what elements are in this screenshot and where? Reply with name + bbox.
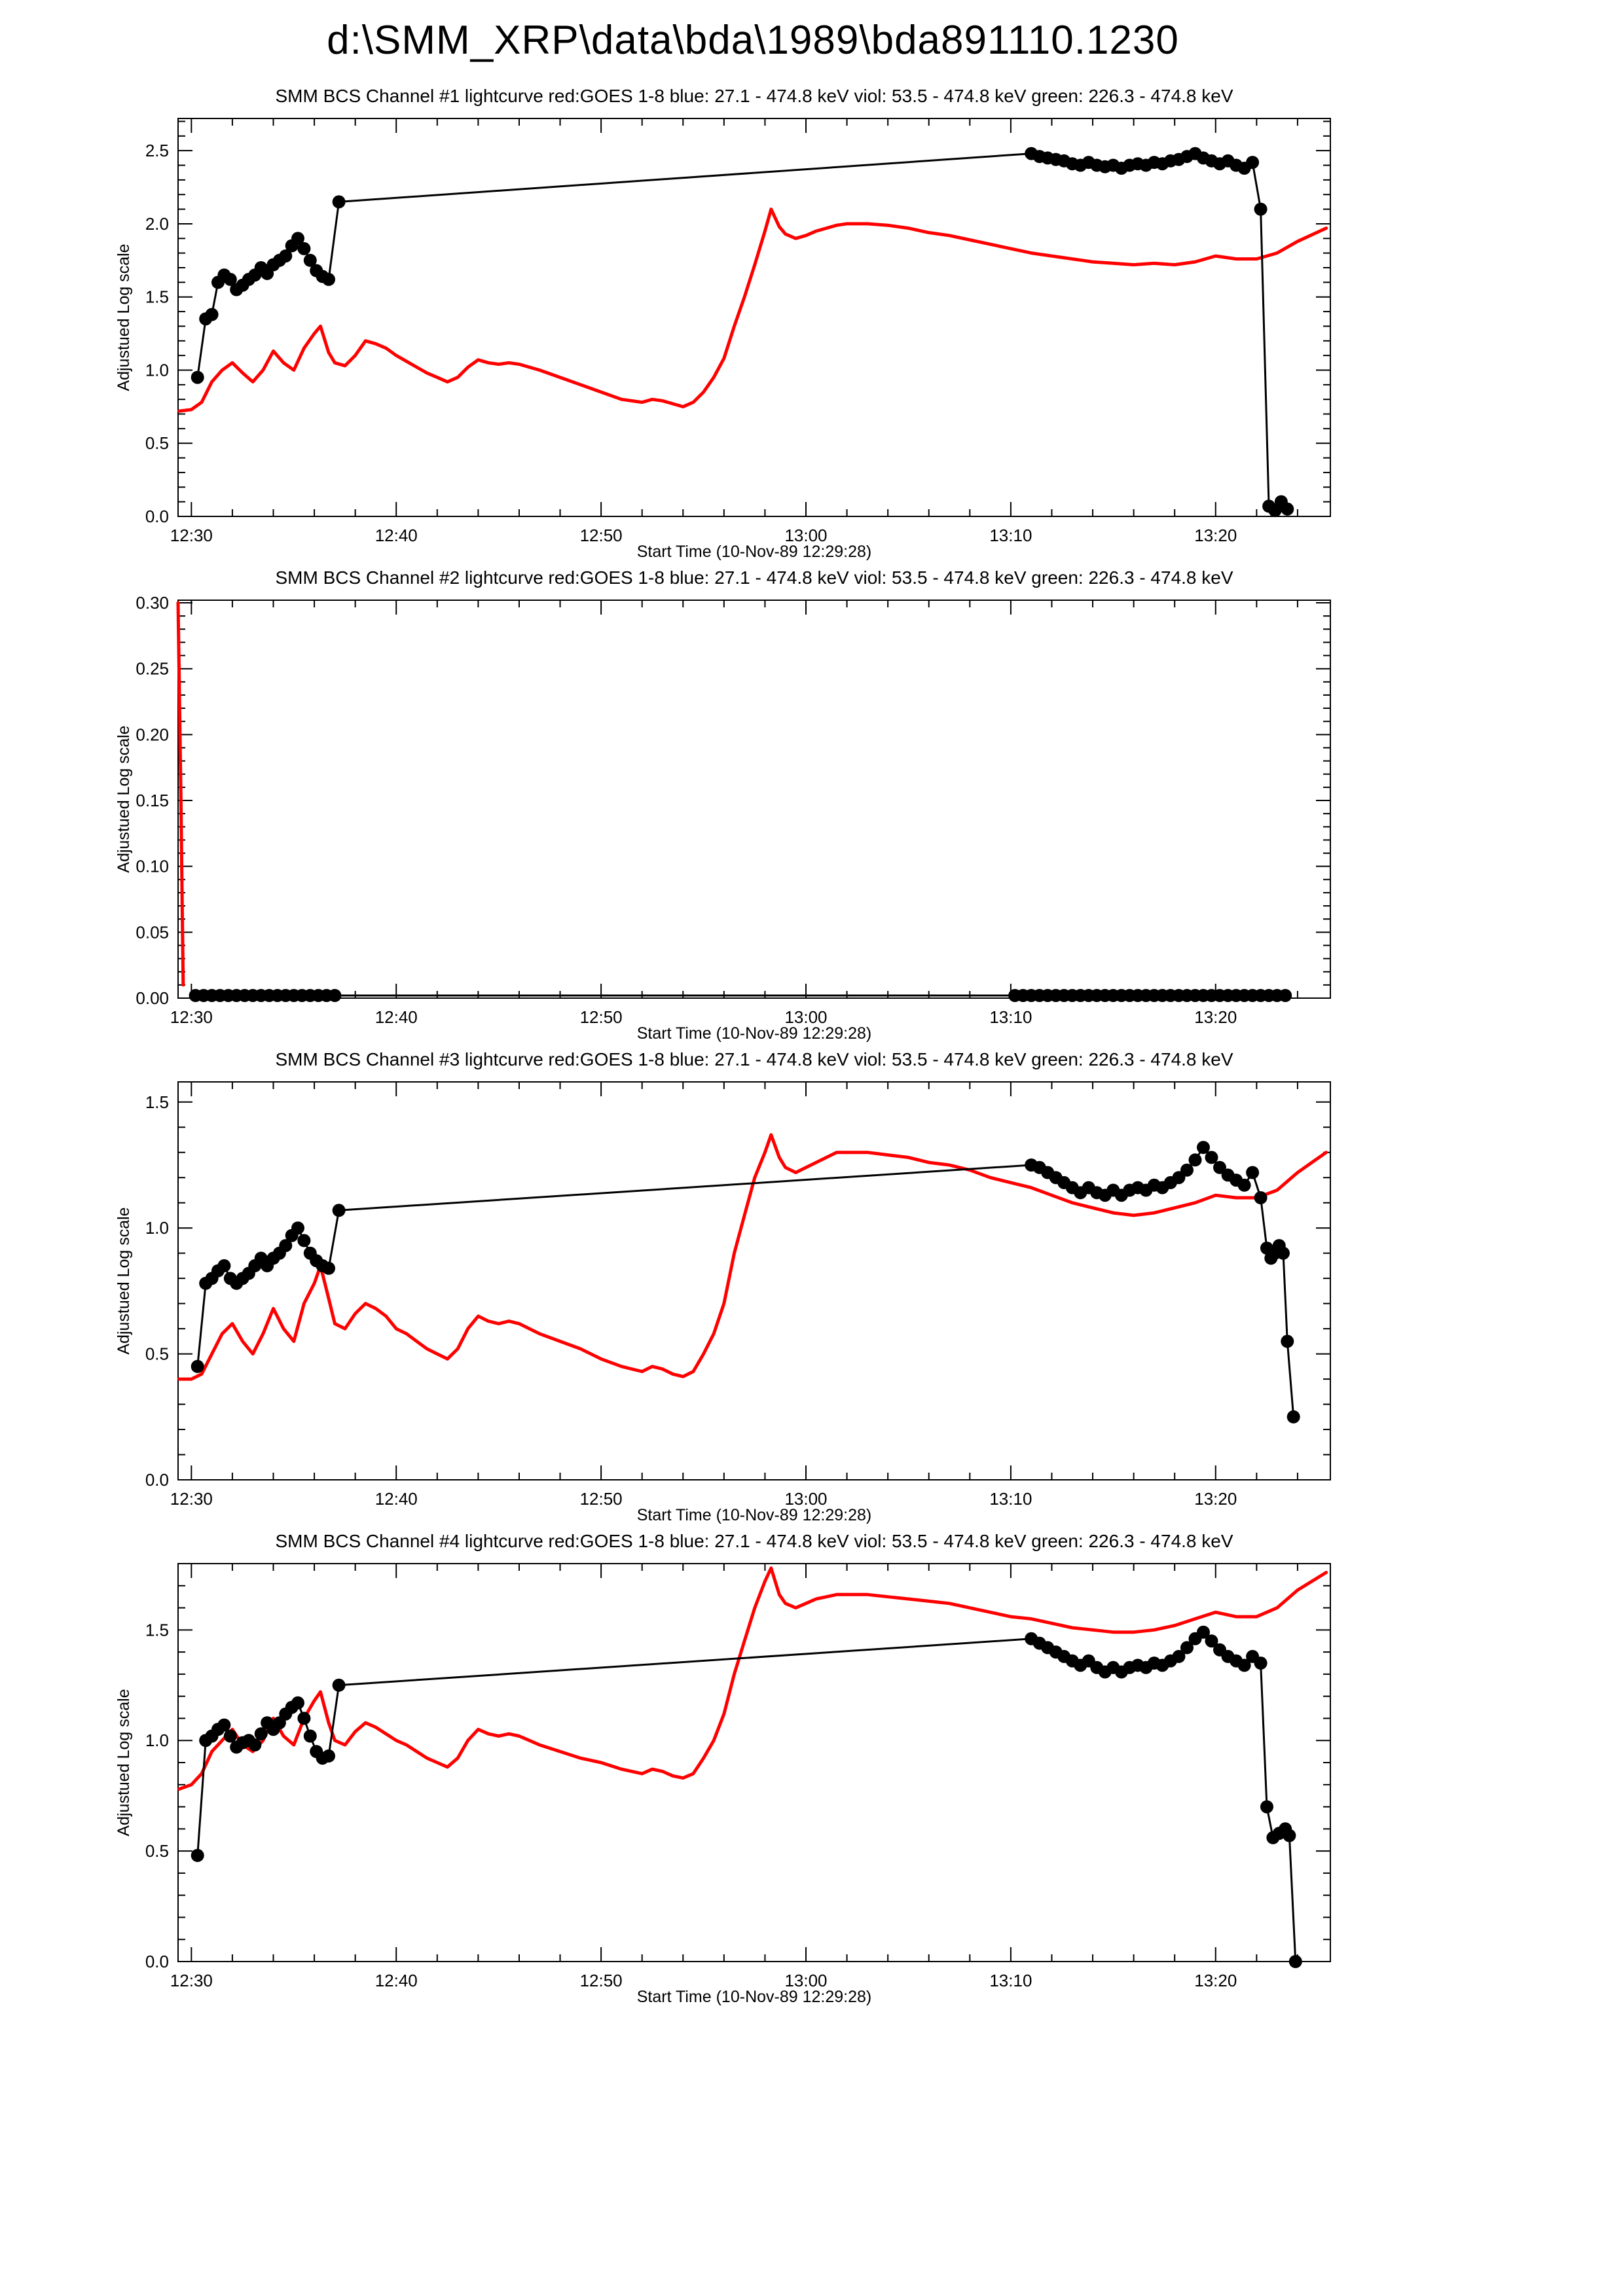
y-axis-minor-ticks — [178, 615, 1330, 986]
channel-4-title: SMM BCS Channel #4 lightcurve red:GOES 1… — [275, 1531, 1233, 1551]
page-title: d:\SMM_XRP\data\bda\1989\bda891110.1230 — [327, 18, 1179, 63]
channel-2-title: SMM BCS Channel #2 lightcurve red:GOES 1… — [275, 567, 1233, 588]
y-tick-label: 2.0 — [145, 214, 169, 234]
y-axis-title: Adjustued Log scale — [115, 725, 133, 872]
y-tick-label: 0.0 — [145, 1470, 169, 1490]
x-tick-label: 12:30 — [170, 526, 213, 545]
x-tick-label: 13:20 — [1194, 1971, 1237, 1990]
y-tick-label: 0.20 — [136, 725, 169, 744]
y-axis-ticks: 0.0 0.5 1.0 1.5 — [145, 1620, 1330, 1971]
y-tick-label: 1.5 — [145, 1620, 169, 1640]
y-tick-label: 0.0 — [145, 507, 169, 526]
y-tick-label: 0.5 — [145, 1344, 169, 1364]
channel-4-chart: 12:30 12:40 12:50 13:00 13:10 13:200.00.51.01… — [115, 1563, 1331, 2006]
x-axis-minor-ticks — [231, 118, 1298, 516]
channel-4-panel: SMM BCS Channel #4 lightcurve red:GOES 1… — [0, 1531, 1623, 2010]
y-tick-label: 0.25 — [136, 659, 169, 679]
x-tick-label: 13:20 — [1194, 526, 1237, 545]
x-tick-label: 12:30 — [170, 1007, 213, 1027]
axes: 12:30 12:40 12:50 13:00 13:10 13:200.00.51.01… — [145, 1563, 1331, 1990]
x-tick-label: 13:00 — [784, 1007, 827, 1027]
y-tick-label: 0.05 — [136, 922, 169, 942]
bcs-226-3-474-8-kev-series — [191, 1625, 1302, 1968]
x-axis-title: Start Time (10-Nov-89 12:29:28) — [637, 1506, 872, 1524]
y-tick-label: 2.5 — [145, 141, 169, 160]
y-tick-label: 0.15 — [136, 791, 169, 810]
y-tick-label: 1.0 — [145, 360, 169, 380]
y-tick-label: 1.5 — [145, 287, 169, 307]
bcs-27-1-474-8-kev-series — [189, 989, 1292, 1002]
goes-1-8-series — [176, 601, 185, 987]
y-axis-ticks: 0.0 0.5 1.0 1.5 — [145, 1092, 1330, 1490]
bcs-27-1-474-8-kev-series — [191, 147, 1294, 518]
y-tick-label: 1.5 — [145, 1092, 169, 1112]
x-axis-ticks: 12:30 12:40 12:50 13:00 13:10 13:20 — [170, 118, 1237, 545]
x-tick-label: 13:10 — [989, 1489, 1032, 1509]
x-tick-label: 12:40 — [375, 1007, 418, 1027]
x-tick-label: 13:00 — [784, 1971, 827, 1990]
y-tick-label: 0.00 — [136, 988, 169, 1008]
channel-1-panel: SMM BCS Channel #1 lightcurve red:GOES 1… — [0, 86, 1623, 565]
goes-1-8-series — [177, 207, 1328, 413]
goes-1-8-series — [177, 1566, 1328, 1791]
x-tick-label: 12:50 — [580, 1971, 623, 1990]
y-tick-label: 0.5 — [145, 1841, 169, 1861]
channel-1-chart: 12:30 12:40 12:50 13:00 13:10 13:200.00.51.01… — [115, 118, 1331, 561]
y-axis-title: Adjustued Log scale — [115, 1689, 133, 1836]
x-axis-ticks: 12:30 12:40 12:50 13:00 13:10 13:20 — [170, 1082, 1237, 1509]
y-axis-ticks: 0.00 0.05 0.10 0.15 0.20 0.25 0.30 — [136, 593, 1330, 1008]
y-tick-label: 0.30 — [136, 593, 169, 613]
x-axis-ticks: 12:30 12:40 12:50 13:00 13:10 13:20 — [170, 1564, 1237, 1990]
y-axis-title: Adjustued Log scale — [115, 243, 133, 391]
x-tick-label: 13:20 — [1194, 1007, 1237, 1027]
channel-3-title: SMM BCS Channel #3 lightcurve red:GOES 1… — [275, 1049, 1233, 1069]
x-axis-minor-ticks — [231, 1082, 1298, 1480]
y-tick-label: 0.5 — [145, 433, 169, 453]
axes: 12:30 12:40 12:50 13:00 13:10 13:200.000.050.… — [136, 593, 1331, 1027]
x-tick-label: 12:30 — [170, 1971, 213, 1990]
y-tick-label: 0.10 — [136, 857, 169, 876]
channel-1-title: SMM BCS Channel #1 lightcurve red:GOES 1… — [275, 86, 1233, 106]
channel-3-panel: SMM BCS Channel #3 lightcurve red:GOES 1… — [0, 1049, 1623, 1528]
x-tick-label: 13:00 — [784, 1489, 827, 1509]
x-tick-label: 12:50 — [580, 1489, 623, 1509]
axes: 12:30 12:40 12:50 13:00 13:10 13:200.00.51.01… — [145, 1081, 1331, 1509]
y-axis-ticks: 0.0 0.5 1.0 1.5 2.0 2.5 — [145, 141, 1330, 526]
x-tick-label: 12:40 — [375, 1489, 418, 1509]
y-tick-label: 0.0 — [145, 1952, 169, 1971]
x-tick-label: 13:10 — [989, 1007, 1032, 1027]
x-tick-label: 12:50 — [580, 1007, 623, 1027]
x-tick-label: 13:00 — [784, 526, 827, 545]
x-axis-ticks: 12:30 12:40 12:50 13:00 13:10 13:20 — [170, 600, 1237, 1027]
x-tick-label: 13:10 — [989, 1971, 1032, 1990]
channel-3-chart: 12:30 12:40 12:50 13:00 13:10 13:200.00.51.01… — [115, 1081, 1331, 1524]
x-axis-title: Start Time (10-Nov-89 12:29:28) — [637, 1024, 872, 1043]
x-tick-label: 12:40 — [375, 1971, 418, 1990]
x-tick-label: 12:40 — [375, 526, 418, 545]
channel-2-chart: 12:30 12:40 12:50 13:00 13:10 13:200.000.050.… — [115, 593, 1331, 1043]
y-tick-label: 1.0 — [145, 1218, 169, 1238]
x-axis-title: Start Time (10-Nov-89 12:29:28) — [637, 1988, 872, 2006]
bcs-53-5-474-8-kev-series — [191, 1141, 1300, 1424]
y-axis-title: Adjustued Log scale — [115, 1207, 133, 1354]
axes: 12:30 12:40 12:50 13:00 13:10 13:200.00.51.01… — [145, 118, 1331, 545]
y-tick-label: 1.0 — [145, 1731, 169, 1750]
x-axis-minor-ticks — [231, 1564, 1298, 1962]
y-axis-minor-ticks — [178, 1563, 1330, 1941]
channel-2-panel: SMM BCS Channel #2 lightcurve red:GOES 1… — [0, 567, 1623, 1047]
goes-1-8-series — [177, 1133, 1328, 1381]
x-tick-label: 13:20 — [1194, 1489, 1237, 1509]
y-axis-minor-ticks — [178, 120, 1330, 503]
x-tick-label: 12:50 — [580, 526, 623, 545]
x-axis-minor-ticks — [231, 600, 1298, 998]
x-tick-label: 13:10 — [989, 526, 1032, 545]
x-tick-label: 12:30 — [170, 1489, 213, 1509]
x-axis-title: Start Time (10-Nov-89 12:29:28) — [637, 543, 872, 561]
